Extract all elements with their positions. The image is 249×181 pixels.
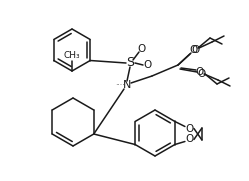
Text: O: O	[138, 44, 146, 54]
Text: S: S	[126, 56, 134, 70]
Text: CH₃: CH₃	[64, 50, 80, 60]
Text: O: O	[186, 134, 194, 144]
Text: O: O	[197, 69, 205, 79]
Text: O: O	[190, 45, 198, 55]
Text: N: N	[123, 80, 131, 90]
Text: O: O	[196, 67, 204, 77]
Text: ····: ····	[115, 81, 125, 90]
Text: O: O	[186, 123, 194, 134]
Text: O: O	[191, 45, 199, 55]
Text: O: O	[144, 60, 152, 70]
